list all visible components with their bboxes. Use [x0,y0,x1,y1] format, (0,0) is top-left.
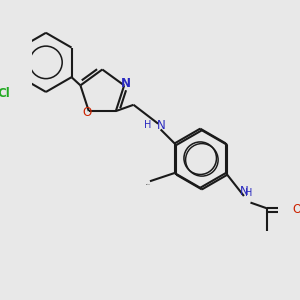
Text: Cl: Cl [0,87,10,100]
Text: H: H [245,188,252,199]
Text: H: H [144,120,152,130]
Text: N: N [121,77,131,90]
Text: methyl: methyl [146,183,151,184]
Text: N: N [157,119,165,132]
Text: N: N [240,185,249,199]
Text: O: O [82,106,92,119]
Text: O: O [292,203,300,217]
